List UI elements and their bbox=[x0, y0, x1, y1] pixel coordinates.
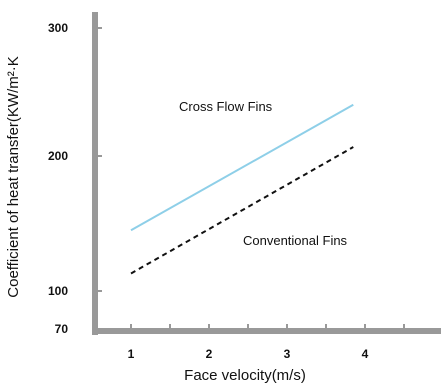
series-label: Conventional Fins bbox=[243, 233, 348, 248]
series-line bbox=[130, 146, 354, 275]
x-tick-label: 4 bbox=[362, 347, 369, 361]
plot-area: 70 100 200 300 1 2 3 4 Face velocity(m/s) Coeffic… bbox=[5, 12, 441, 384]
y-tick-label: 70 bbox=[55, 322, 69, 336]
y-tick-label: 300 bbox=[48, 21, 68, 35]
series-label: Cross Flow Fins bbox=[179, 99, 273, 114]
series-line bbox=[130, 103, 354, 232]
x-tick-label: 3 bbox=[284, 347, 291, 361]
y-axis-title: Coefficient of heat transfer(KW/m²·K bbox=[5, 56, 22, 297]
y-tick-label: 100 bbox=[48, 284, 68, 298]
y-tick-label: 200 bbox=[48, 149, 68, 163]
x-tick-label: 1 bbox=[128, 347, 135, 361]
x-axis-title: Face velocity(m/s) bbox=[184, 367, 306, 384]
x-tick-label: 2 bbox=[206, 347, 213, 361]
